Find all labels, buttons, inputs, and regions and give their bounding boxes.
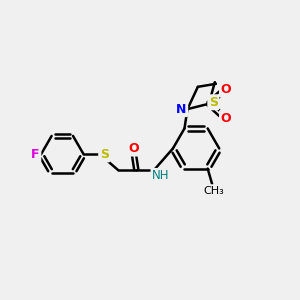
Text: O: O	[220, 83, 231, 96]
Text: NH: NH	[152, 169, 170, 182]
Text: CH₃: CH₃	[203, 186, 224, 196]
Text: O: O	[129, 142, 139, 155]
Text: S: S	[100, 148, 109, 161]
Text: O: O	[220, 112, 231, 124]
Text: N: N	[176, 103, 187, 116]
Text: S: S	[209, 96, 218, 109]
Text: F: F	[31, 148, 40, 161]
